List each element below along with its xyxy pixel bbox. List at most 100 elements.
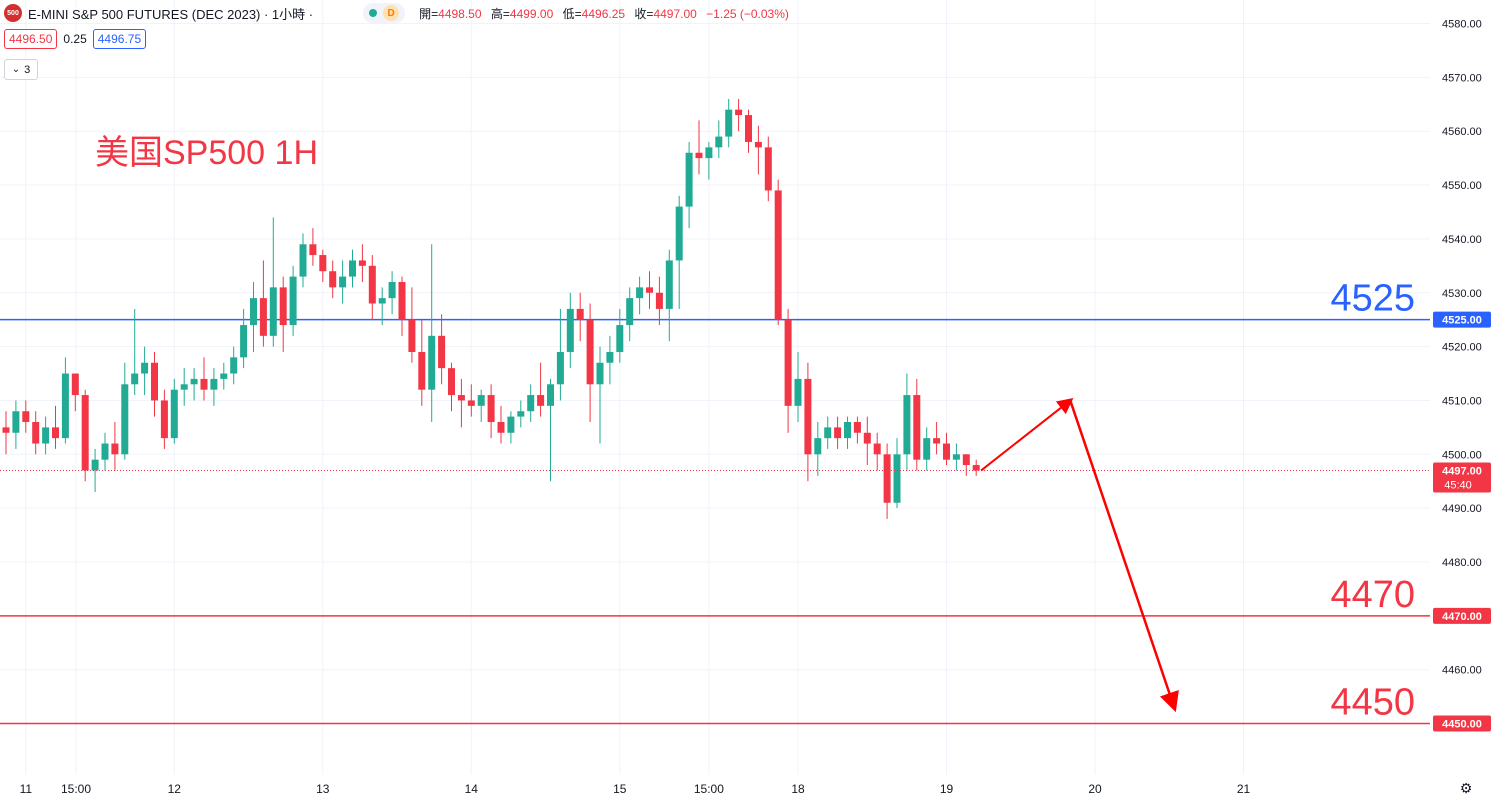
- candle-body: [487, 395, 495, 422]
- candle-body: [893, 454, 901, 503]
- candle-body: [467, 400, 475, 406]
- candle-body: [537, 395, 545, 406]
- candle: [794, 351, 802, 422]
- price-tick-label: 4580.00: [1442, 19, 1482, 31]
- candle: [923, 427, 931, 471]
- last-price-label: 4497.00: [1442, 465, 1482, 477]
- candle: [190, 368, 198, 401]
- quote-row: 4496.50 0.25 4496.75: [4, 29, 147, 49]
- chevron-down-icon: ⌄: [11, 64, 21, 75]
- candle: [547, 378, 554, 482]
- candle: [131, 308, 139, 396]
- candle-body: [160, 400, 168, 439]
- candle-body: [715, 136, 723, 148]
- candle: [784, 308, 792, 433]
- candle: [972, 459, 980, 476]
- candle: [230, 346, 238, 385]
- candle: [111, 421, 119, 471]
- candle: [349, 249, 356, 288]
- bid-button[interactable]: 4496.50: [4, 29, 58, 49]
- candle: [745, 109, 752, 153]
- time-tick-label: 12: [168, 782, 182, 796]
- level-axis-badge: [1433, 715, 1491, 732]
- level-axis-badge: [1433, 607, 1491, 624]
- candle: [646, 271, 653, 309]
- candle: [705, 141, 713, 180]
- price-axis[interactable]: 4450.00 4460.00 4470.00 4480.00 4490.00 4500.…: [1430, 0, 1493, 802]
- price-tick-label: 4560.00: [1442, 126, 1482, 138]
- candle: [695, 120, 703, 175]
- candle: [418, 319, 426, 406]
- candle-body: [230, 357, 238, 374]
- price-tick-label: 4550.00: [1442, 180, 1482, 192]
- candle-body: [695, 152, 703, 159]
- candle-body: [804, 378, 812, 455]
- candle: [824, 416, 832, 449]
- candle-body: [101, 443, 109, 460]
- candle-body: [725, 109, 733, 137]
- spread-value: 0.25: [63, 32, 87, 46]
- candle: [12, 400, 20, 449]
- candle: [715, 120, 723, 159]
- price-tick-label: 4490.00: [1442, 503, 1482, 515]
- candle-body: [269, 287, 277, 336]
- chart-header: 500 E-MINI S&P 500 FUTURES (DEC 2023) · …: [0, 0, 789, 26]
- candle-body: [636, 287, 644, 299]
- candle: [279, 276, 287, 352]
- candle: [121, 362, 129, 460]
- time-axis[interactable]: 15:00 11 12 13 14 15 15:00 18 19 20 21: [0, 774, 1493, 796]
- time-tick-label: 13: [316, 782, 330, 796]
- high-value: 4499.00: [509, 6, 554, 21]
- candle-body: [606, 351, 614, 363]
- candle-body: [220, 373, 228, 379]
- candle-body: [151, 362, 158, 401]
- gear-icon[interactable]: ⚙: [1459, 779, 1473, 796]
- candle-body: [349, 260, 356, 277]
- candle: [52, 405, 59, 449]
- candles: [2, 98, 980, 519]
- candle-body: [784, 319, 792, 406]
- candle: [764, 136, 772, 202]
- candle: [438, 314, 446, 385]
- candle-body: [141, 362, 149, 374]
- candle: [378, 287, 386, 326]
- candle: [527, 384, 535, 422]
- candle: [81, 389, 89, 482]
- candle-body: [507, 416, 515, 433]
- candle-body: [547, 384, 554, 406]
- candle-body: [170, 389, 178, 439]
- candle: [170, 378, 178, 444]
- candle: [675, 195, 683, 309]
- open-value: 4498.50: [438, 6, 482, 21]
- candle: [893, 438, 901, 509]
- candle-body: [240, 325, 248, 358]
- candle-body: [844, 421, 851, 439]
- candle-body: [497, 421, 505, 433]
- forecast-arrow-up: [980, 397, 1074, 472]
- candle: [210, 368, 218, 406]
- forecast-arrow: [980, 397, 1179, 713]
- candle: [329, 260, 337, 299]
- candle: [735, 98, 743, 132]
- candle-body: [81, 395, 89, 471]
- candle-body: [873, 443, 881, 455]
- candle-body: [289, 276, 297, 326]
- status-indicators[interactable]: D: [363, 3, 406, 23]
- change-value: −1.25 (−0.03%): [706, 6, 789, 21]
- candle: [160, 389, 168, 449]
- candle-body: [32, 421, 40, 444]
- candle: [448, 362, 455, 412]
- candle-body: [378, 298, 386, 304]
- candle-body: [527, 395, 535, 412]
- indicators-toggle-button[interactable]: ⌄ 3: [4, 59, 38, 80]
- candle: [368, 255, 376, 320]
- candle: [91, 448, 99, 492]
- candle: [71, 373, 79, 412]
- candle: [101, 432, 109, 471]
- ask-button[interactable]: 4496.75: [92, 29, 147, 49]
- candle: [2, 411, 10, 455]
- candle-body: [923, 438, 931, 460]
- symbol-title[interactable]: E-MINI S&P 500 FUTURES (DEC 2023) · 1小時 …: [28, 6, 314, 22]
- candle-body: [339, 276, 347, 288]
